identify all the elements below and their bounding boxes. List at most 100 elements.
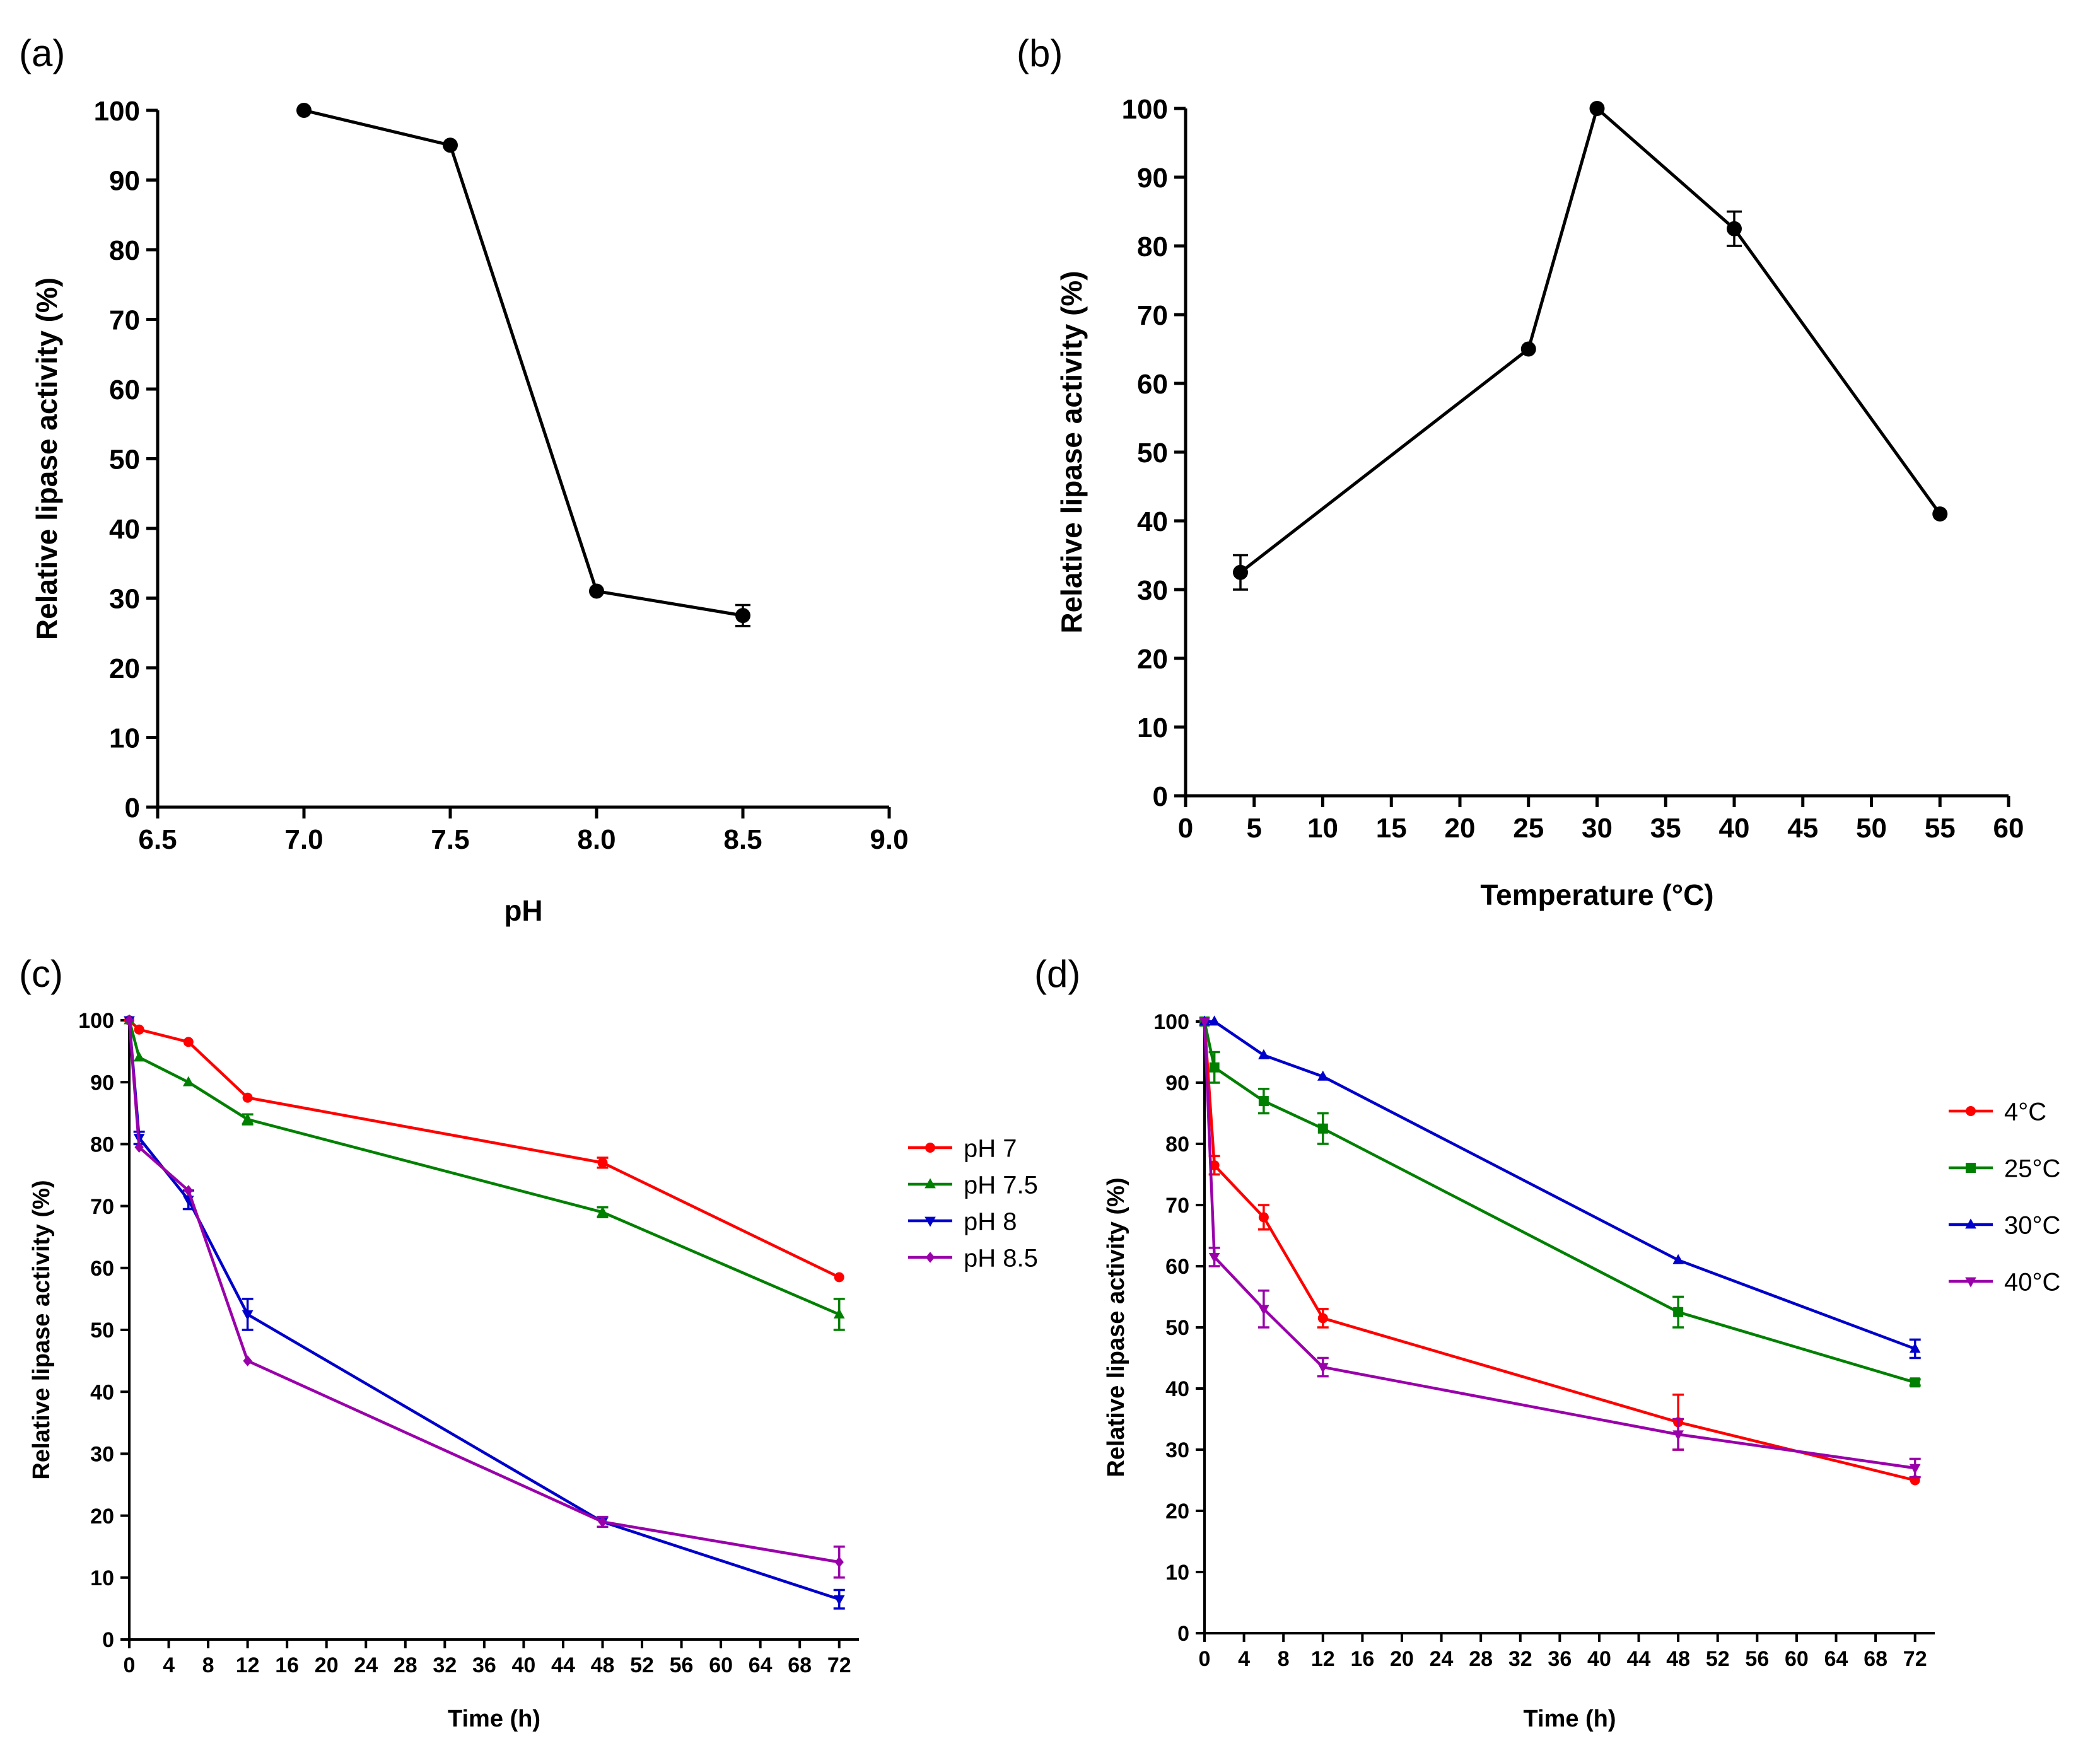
legend-item: pH 8 bbox=[908, 1208, 1017, 1235]
x-axis-title: pH bbox=[504, 894, 542, 927]
x-tick-label: 64 bbox=[749, 1653, 773, 1677]
series-0 bbox=[124, 1015, 844, 1283]
y-tick-label: 80 bbox=[90, 1133, 114, 1157]
y-tick-label: 80 bbox=[1165, 1133, 1189, 1156]
y-tick-label: 50 bbox=[90, 1319, 114, 1342]
data-point bbox=[1209, 1062, 1220, 1073]
legend-swatch-marker bbox=[1965, 1277, 1976, 1288]
series-0 bbox=[1233, 101, 1948, 591]
x-tick-label: 15 bbox=[1376, 813, 1407, 844]
x-tick-label: 55 bbox=[1925, 813, 1956, 844]
chart-panel-b: (b) 0 5 10 15 20 25 30 35 40 45 50 55 60 0 10 20 30 40 50 60… bbox=[1017, 32, 2024, 911]
x-tick-label: 56 bbox=[1745, 1647, 1769, 1671]
series-line bbox=[127, 1020, 840, 1316]
x-tick-label: 20 bbox=[315, 1653, 339, 1677]
data-point bbox=[589, 583, 604, 599]
data-point bbox=[834, 1272, 844, 1283]
data-point bbox=[1317, 1070, 1329, 1081]
y-tick-label: 50 bbox=[109, 444, 140, 475]
data-point bbox=[184, 1185, 194, 1196]
y-tick-label: 40 bbox=[109, 514, 140, 545]
series-line bbox=[1203, 1021, 1916, 1470]
y-tick-label: 0 bbox=[125, 793, 140, 824]
data-point bbox=[1317, 1313, 1328, 1324]
x-tick-label: 28 bbox=[1469, 1647, 1493, 1671]
y-axis-title: Relative lipase activity (%) bbox=[1055, 271, 1088, 633]
x-tick-label: 12 bbox=[236, 1653, 260, 1677]
legend-label: pH 8 bbox=[964, 1208, 1017, 1235]
x-tick-label: 48 bbox=[591, 1653, 615, 1677]
data-point bbox=[1258, 1096, 1269, 1107]
legend-swatch-marker bbox=[925, 1143, 935, 1153]
x-tick-label: 40 bbox=[511, 1653, 535, 1677]
legend-label: 4°C bbox=[2004, 1098, 2046, 1126]
y-tick-label: 0 bbox=[1177, 1622, 1189, 1646]
x-tick-label: 44 bbox=[551, 1653, 575, 1677]
data-point bbox=[1258, 1212, 1269, 1223]
data-point bbox=[1317, 1363, 1329, 1373]
legend-label: pH 7.5 bbox=[964, 1171, 1038, 1199]
x-tick-label: 4 bbox=[1238, 1647, 1250, 1671]
y-tick-label: 30 bbox=[109, 583, 140, 614]
y-tick-label: 90 bbox=[109, 165, 140, 196]
y-tick-label: 70 bbox=[90, 1195, 114, 1219]
x-tick-label: 5 bbox=[1247, 813, 1262, 844]
data-point bbox=[1233, 564, 1248, 580]
y-tick-label: 30 bbox=[90, 1443, 114, 1467]
x-tick-label: 60 bbox=[1993, 813, 2024, 844]
x-tick-label: 24 bbox=[1430, 1647, 1454, 1671]
y-tick-label: 100 bbox=[1122, 94, 1168, 125]
y-tick-label: 90 bbox=[1137, 163, 1168, 194]
x-tick-label: 8 bbox=[202, 1653, 214, 1677]
x-tick-label: 20 bbox=[1445, 813, 1476, 844]
legend-swatch-marker bbox=[925, 1216, 936, 1227]
series-3 bbox=[1199, 1017, 1921, 1479]
x-tick-label: 30 bbox=[1582, 813, 1613, 844]
data-point bbox=[1909, 1342, 1921, 1353]
y-tick-label: 60 bbox=[90, 1257, 114, 1281]
y-tick-label: 0 bbox=[102, 1628, 114, 1652]
x-tick-label: 6.5 bbox=[138, 824, 177, 855]
y-tick-label: 20 bbox=[109, 653, 140, 684]
x-tick-label: 28 bbox=[394, 1653, 417, 1677]
y-tick-label: 100 bbox=[1153, 1010, 1189, 1034]
y-tick-label: 40 bbox=[1137, 506, 1168, 537]
data-point bbox=[133, 1051, 145, 1062]
x-tick-label: 12 bbox=[1311, 1647, 1335, 1671]
legend-label: 40°C bbox=[2004, 1268, 2060, 1296]
series-line bbox=[1203, 1021, 1916, 1482]
panel-label: (a) bbox=[19, 32, 65, 74]
y-tick-label: 10 bbox=[90, 1566, 114, 1590]
chart-panel-c: (c)0 4 8 12 16 20 24 28 32 36 40 44 48 52 56 60 64 68 7201… bbox=[19, 953, 1038, 1732]
legend-label: 25°C bbox=[2004, 1155, 2060, 1182]
y-tick-label: 70 bbox=[1137, 300, 1168, 331]
x-tick-label: 40 bbox=[1587, 1647, 1611, 1671]
x-tick-label: 56 bbox=[670, 1653, 694, 1677]
x-tick-label: 9.0 bbox=[870, 824, 908, 855]
data-point bbox=[1672, 1430, 1684, 1441]
legend-item: 25°C bbox=[1949, 1155, 2060, 1182]
y-tick-label: 90 bbox=[1165, 1071, 1189, 1095]
x-axis-title: Temperature (°C) bbox=[1480, 878, 1713, 911]
data-point bbox=[1199, 1017, 1210, 1028]
legend-label: pH 7 bbox=[964, 1134, 1017, 1162]
data-point bbox=[735, 608, 750, 624]
legend-item: 4°C bbox=[1949, 1098, 2046, 1126]
y-axis-title: Relative lipase activity (%) bbox=[1103, 1177, 1129, 1477]
y-tick-label: 10 bbox=[109, 723, 140, 754]
x-tick-label: 60 bbox=[1785, 1647, 1809, 1671]
data-point bbox=[597, 1206, 609, 1216]
data-point bbox=[833, 1308, 845, 1319]
legend: pH 7 pH 7.5 pH 8 pH 8.5 bbox=[908, 1134, 1038, 1272]
x-tick-label: 8 bbox=[1278, 1647, 1290, 1671]
y-tick-label: 40 bbox=[90, 1380, 114, 1404]
x-tick-label: 25 bbox=[1513, 813, 1544, 844]
data-point bbox=[242, 1113, 254, 1124]
data-point bbox=[124, 1015, 134, 1026]
x-tick-label: 52 bbox=[630, 1653, 654, 1677]
x-tick-label: 0 bbox=[124, 1653, 136, 1677]
data-point bbox=[1208, 1015, 1220, 1026]
data-point bbox=[834, 1556, 844, 1568]
x-tick-label: 35 bbox=[1650, 813, 1681, 844]
y-tick-label: 20 bbox=[1137, 644, 1168, 675]
